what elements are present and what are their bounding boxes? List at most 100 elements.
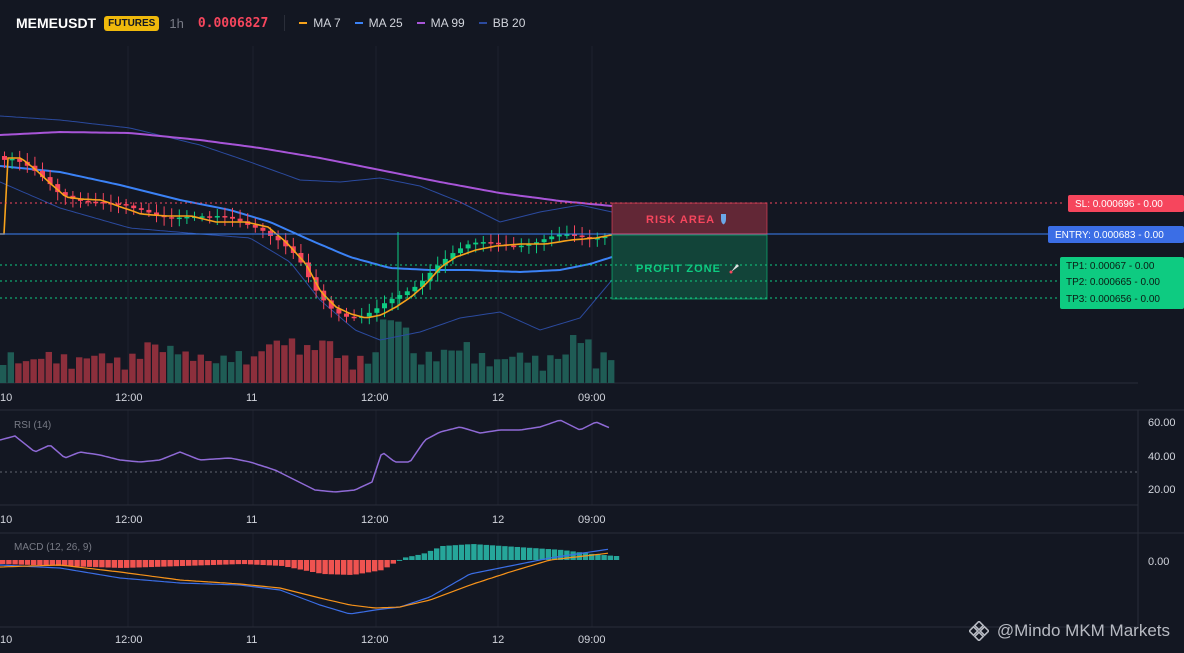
macd-hist-bar bbox=[136, 560, 142, 568]
macd-hist-bar bbox=[6, 560, 12, 565]
candle-body bbox=[283, 240, 289, 247]
volume-bar bbox=[60, 354, 68, 383]
macd-hist-bar bbox=[37, 560, 43, 566]
volume-bar bbox=[554, 358, 562, 383]
rsi-tick: 20.00 bbox=[1148, 484, 1176, 496]
macd-hist-bar bbox=[527, 547, 533, 560]
ma99-line bbox=[0, 130, 613, 207]
time-label: 12 bbox=[492, 392, 504, 404]
macd-hist-bar bbox=[607, 555, 613, 560]
rocket-icon bbox=[729, 264, 739, 274]
volume-bar bbox=[478, 353, 486, 383]
macd-hist-bar bbox=[539, 548, 545, 560]
candle-body bbox=[207, 216, 213, 218]
volume-bar bbox=[243, 364, 250, 383]
time-label: 11 bbox=[246, 514, 257, 526]
time-label: 12:00 bbox=[361, 514, 389, 526]
ma99-swatch-icon bbox=[416, 22, 425, 24]
candle-body bbox=[465, 244, 471, 249]
volume-bar bbox=[281, 345, 288, 383]
volume-bar bbox=[91, 355, 98, 383]
macd-hist-bar bbox=[545, 549, 551, 560]
candle-body bbox=[2, 156, 7, 160]
macd-hist-bar bbox=[204, 560, 210, 566]
macd-hist-bar bbox=[217, 560, 223, 565]
volume-bar bbox=[235, 351, 242, 383]
volume-bar bbox=[68, 368, 75, 383]
tp-price-tags[interactable] bbox=[1060, 257, 1184, 309]
macd-hist-bar bbox=[595, 554, 601, 560]
candle-body bbox=[366, 312, 372, 317]
volume-bar bbox=[448, 350, 455, 383]
volume-bar bbox=[501, 359, 508, 383]
candle-body bbox=[328, 300, 334, 309]
volume-bar bbox=[349, 369, 356, 383]
volume-bar bbox=[136, 358, 144, 383]
macd-label: MACD (12, 26, 9) bbox=[14, 542, 92, 553]
header-divider bbox=[284, 15, 286, 31]
legend-ma25[interactable]: MA 25 bbox=[354, 16, 403, 30]
macd-hist-bar bbox=[508, 546, 514, 560]
macd-hist-bar bbox=[353, 560, 359, 575]
candle-body bbox=[275, 235, 281, 241]
candle-body bbox=[252, 224, 258, 228]
last-price: 0.0006827 bbox=[197, 15, 269, 31]
candle-body bbox=[564, 234, 570, 236]
macd-hist-bar bbox=[43, 560, 49, 566]
macd-hist-bar bbox=[613, 556, 620, 560]
macd-hist-bar bbox=[68, 560, 74, 567]
candle-body bbox=[55, 184, 61, 193]
profit-zone-box[interactable] bbox=[611, 234, 768, 300]
candle-body bbox=[336, 308, 342, 314]
macd-line bbox=[0, 548, 609, 615]
time-label: 11 bbox=[246, 392, 257, 404]
time-label: 12:00 bbox=[115, 634, 143, 646]
legend-ma99[interactable]: MA 99 bbox=[416, 16, 465, 30]
volume-bar bbox=[577, 343, 584, 383]
legend-ma7[interactable]: MA 7 bbox=[299, 16, 341, 30]
macd-hist-bar bbox=[248, 560, 254, 565]
time-label: 12:00 bbox=[361, 392, 389, 404]
sl-price-tag[interactable] bbox=[1068, 195, 1184, 212]
volume-bar bbox=[159, 352, 166, 383]
legend-bb20[interactable]: BB 20 bbox=[478, 16, 525, 30]
macd-hist-bar bbox=[235, 560, 241, 565]
candle-body bbox=[549, 236, 555, 240]
symbol-name[interactable]: MEMEUSDT bbox=[16, 15, 97, 31]
macd-hist-bar bbox=[372, 560, 378, 572]
volume-bar bbox=[364, 363, 372, 383]
volume-bar bbox=[311, 350, 318, 383]
time-label: 12:00 bbox=[115, 514, 143, 526]
candle-body bbox=[458, 248, 463, 254]
candle-body bbox=[268, 230, 273, 236]
tp2-price-tag-text: TP2: 0.000665 - 0.00 bbox=[1066, 277, 1160, 288]
volume-bar bbox=[471, 363, 478, 383]
candle-body bbox=[93, 201, 99, 204]
volume-bar bbox=[197, 354, 204, 383]
candle-body bbox=[62, 192, 68, 196]
volume-bar bbox=[326, 341, 334, 383]
volume-bar bbox=[76, 357, 83, 383]
volume-bar bbox=[0, 365, 7, 383]
macd-hist-bar bbox=[142, 560, 148, 568]
main-time-axis: 10 12:00 11 12:00 12 09:00 bbox=[0, 392, 606, 404]
macd-hist-bar bbox=[155, 560, 161, 567]
candle-body bbox=[199, 216, 205, 218]
candle-body bbox=[85, 200, 91, 203]
macd-hist-bar bbox=[440, 545, 446, 560]
macd-hist-bar bbox=[347, 560, 353, 575]
risk-area-box[interactable] bbox=[611, 202, 768, 235]
volume-bar bbox=[440, 349, 448, 383]
macd-hist-bar bbox=[49, 560, 55, 566]
bb-upper-line bbox=[0, 115, 613, 223]
time-label: 10 bbox=[0, 392, 12, 404]
macd-hist-bar bbox=[502, 546, 508, 560]
macd-hist-bar bbox=[291, 560, 297, 569]
volume-bar bbox=[456, 350, 463, 383]
candle-body bbox=[351, 316, 357, 319]
volume-bar bbox=[38, 358, 45, 383]
futures-badge: FUTURES bbox=[104, 15, 160, 31]
interval-label[interactable]: 1h bbox=[169, 15, 184, 31]
entry-price-tag[interactable] bbox=[1048, 226, 1184, 243]
